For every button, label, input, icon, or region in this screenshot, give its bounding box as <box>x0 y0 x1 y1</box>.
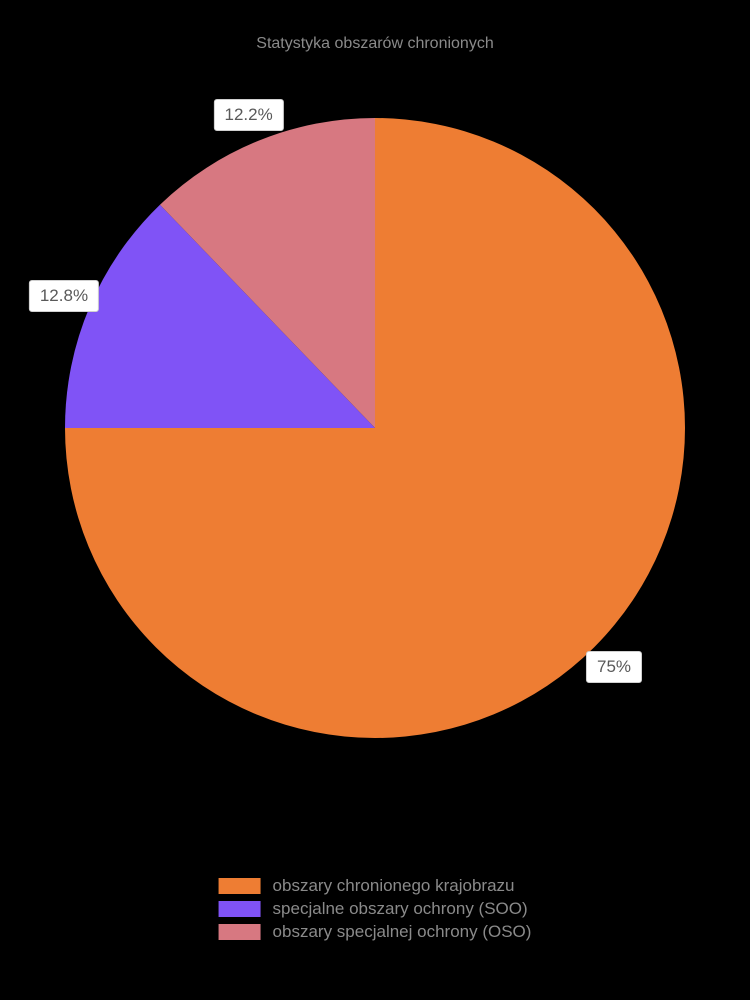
pie-slice-label: 12.8% <box>29 280 99 312</box>
pie-slice-label: 12.2% <box>213 99 283 131</box>
legend-label: obszary chronionego krajobrazu <box>273 876 515 896</box>
chart-title: Statystyka obszarów chronionych <box>0 0 750 53</box>
legend-label: specjalne obszary ochrony (SOO) <box>273 899 528 919</box>
chart-legend: obszary chronionego krajobrazu specjalne … <box>219 873 532 945</box>
legend-swatch <box>219 901 261 917</box>
legend-item: obszary chronionego krajobrazu <box>219 876 532 896</box>
pie-chart-area: 75% 12.8% 12.2% <box>0 53 750 803</box>
legend-label: obszary specjalnej ochrony (OSO) <box>273 922 532 942</box>
legend-swatch <box>219 878 261 894</box>
legend-swatch <box>219 924 261 940</box>
pie-slice-label: 75% <box>586 651 642 683</box>
legend-item: specjalne obszary ochrony (SOO) <box>219 899 532 919</box>
legend-item: obszary specjalnej ochrony (OSO) <box>219 922 532 942</box>
